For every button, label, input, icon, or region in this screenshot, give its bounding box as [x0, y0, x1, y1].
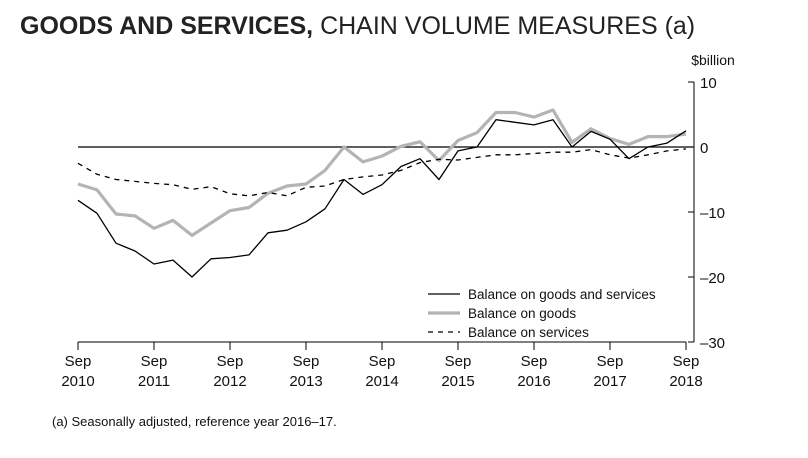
- x-tick-label-year: 2014: [365, 373, 398, 390]
- x-tick-label-month: Sep: [673, 353, 700, 370]
- legend-label: Balance on services: [468, 325, 589, 340]
- y-tick-label: –10: [700, 205, 725, 222]
- x-tick-label-month: Sep: [141, 353, 168, 370]
- x-tick-label-year: 2016: [517, 373, 550, 390]
- series-line-balance-on-goods: [77, 108, 687, 237]
- y-tick-label: 0: [700, 140, 708, 157]
- x-tick-label-year: 2015: [441, 373, 474, 390]
- legend: Balance on goods and services Balance on …: [428, 287, 656, 340]
- x-tick-label-month: Sep: [369, 353, 396, 370]
- chart-title-normal: CHAIN VOLUME MEASURES (a): [313, 12, 696, 40]
- chart-title-bold: GOODS AND SERVICES,: [20, 12, 314, 40]
- series-lines: [77, 108, 687, 278]
- y-tick-label: 10: [700, 75, 717, 92]
- x-tick-label-year: 2013: [289, 373, 322, 390]
- series-line-balance-on-services: [77, 148, 687, 197]
- footnote: (a) Seasonally adjusted, reference year …: [52, 414, 337, 429]
- x-tick-label-year: 2018: [669, 373, 702, 390]
- x-tick-label-year: 2011: [138, 373, 170, 390]
- x-tick-label-month: Sep: [521, 353, 548, 370]
- x-tick-label-year: 2012: [213, 373, 246, 390]
- x-tick-label-month: Sep: [65, 353, 92, 370]
- x-tick-label-month: Sep: [293, 353, 320, 370]
- axes: 10 0 –10 –20 –30 $billion Sep 2010 Sep 2011 Sep 201…: [61, 52, 734, 390]
- legend-label: Balance on goods: [468, 306, 576, 321]
- y-tick-label: –30: [700, 335, 725, 352]
- chart-title: GOODS AND SERVICES, CHAIN VOLUME MEASURE…: [20, 12, 695, 41]
- x-tick-label-month: Sep: [445, 353, 472, 370]
- x-tick-label-month: Sep: [597, 353, 624, 370]
- x-tick-label-month: Sep: [217, 353, 244, 370]
- x-tick-label-year: 2010: [61, 373, 94, 390]
- legend-label: Balance on goods and services: [468, 287, 656, 302]
- x-tick-label-year: 2017: [593, 373, 626, 390]
- series-line-balance-on-goods-and-services: [77, 119, 687, 278]
- y-axis-label: $billion: [691, 52, 735, 68]
- y-tick-label: –20: [700, 270, 725, 287]
